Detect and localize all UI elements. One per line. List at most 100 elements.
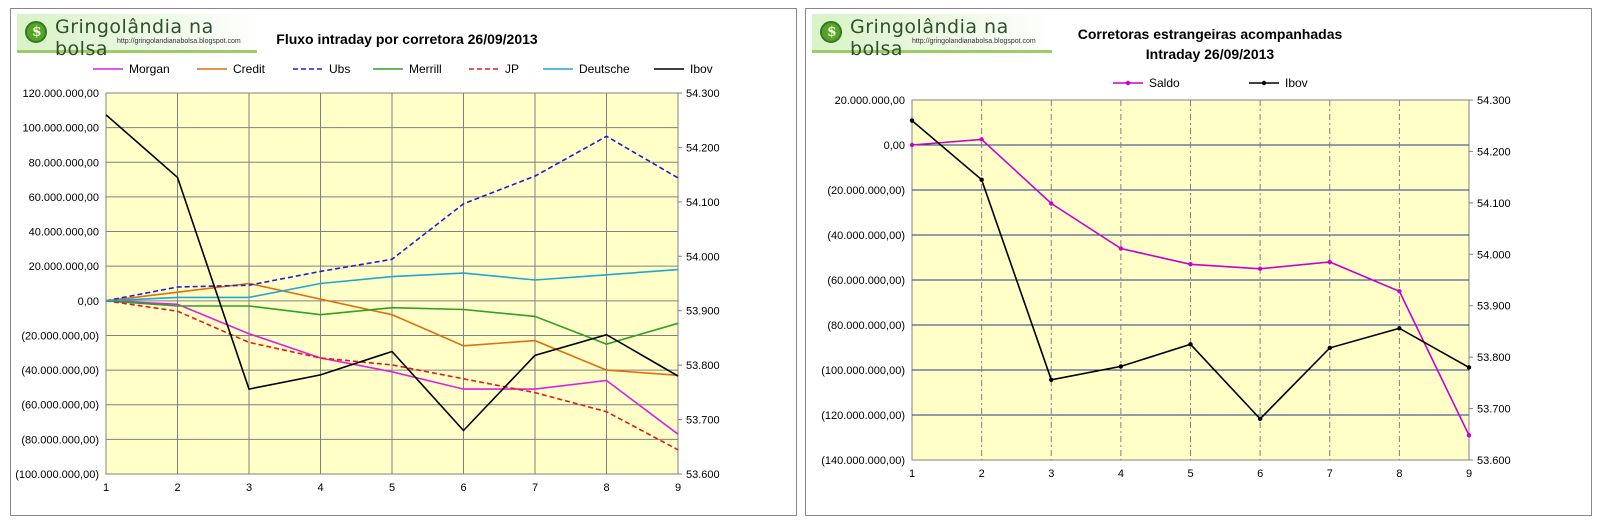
x-tick-label: 1: [909, 468, 915, 480]
logo-title: Gringolândia na bolsa: [850, 16, 1009, 60]
y-tick-label: 0,00: [884, 140, 905, 152]
logo: Gringolândia na bolsa http://gringolandi…: [17, 14, 257, 60]
data-point-saldo: [909, 142, 915, 148]
x-tick-label: 1: [103, 482, 109, 494]
logo-title: Gringolândia na bolsa: [55, 16, 214, 60]
legend-marker: [1125, 80, 1131, 86]
data-point-saldo: [1049, 201, 1054, 206]
y-tick-label: (80.000.000,00): [827, 320, 905, 332]
chart-subtitle: Intraday 26/09/2013: [1145, 46, 1275, 62]
x-tick-label: 7: [1327, 468, 1333, 480]
chart-panel-left: Gringolândia na bolsa http://gringolandi…: [10, 8, 797, 516]
chart-panel-right: Gringolândia na bolsa http://gringolandi…: [805, 8, 1592, 516]
legend-label-jp: JP: [505, 62, 519, 76]
series-line-morgan: [105, 300, 679, 435]
series-line-merrill: [105, 300, 679, 345]
y-tick-label: 120.000.000,00: [23, 88, 99, 100]
x-tick-label: 3: [1048, 468, 1054, 480]
y-tick-label: (40.000.000,00): [21, 365, 99, 377]
x-tick-label: 5: [389, 482, 395, 494]
y2-tick-label: 53.700: [1477, 404, 1511, 416]
data-point-saldo: [1466, 433, 1472, 438]
coin-icon: [820, 21, 842, 43]
data-point-ibov: [909, 118, 915, 123]
x-tick-label: 6: [460, 482, 466, 494]
series-line-jp: [105, 300, 679, 451]
legend-label-ibov: Ibov: [690, 62, 713, 76]
y-tick-label: 20.000.000,00: [835, 95, 905, 107]
y2-tick-label: 54.000: [686, 251, 720, 263]
data-point-ibov: [1466, 365, 1472, 370]
y-tick-label: (80.000.000,00): [21, 434, 99, 446]
legend-label-credit: Credit: [233, 62, 266, 76]
x-tick-label: 7: [532, 482, 538, 494]
legend-marker: [1261, 80, 1267, 86]
x-tick-label: 9: [675, 482, 681, 494]
y-tick-label: 20.000.000,00: [29, 261, 99, 273]
logo-banner: [812, 14, 1052, 53]
series-line-ibov: [105, 114, 679, 432]
y2-tick-label: 53.600: [1477, 455, 1511, 467]
x-tick-label: 4: [317, 482, 323, 494]
logo-url: http://gringolandianabolsa.blogspot.com: [117, 38, 241, 45]
data-point-saldo: [1188, 262, 1193, 267]
legend-label-saldo: Saldo: [1149, 76, 1180, 90]
y2-tick-label: 54.300: [686, 88, 720, 100]
series-line-credit: [105, 282, 679, 377]
legend-label-deutsche: Deutsche: [579, 62, 630, 76]
legend-label-ibov: Ibov: [1285, 76, 1308, 90]
legend-label-merrill: Merrill: [409, 62, 442, 76]
x-tick-label: 3: [246, 482, 252, 494]
x-tick-label: 5: [1187, 468, 1193, 480]
y2-tick-label: 53.800: [1477, 352, 1511, 364]
data-point-saldo: [1397, 289, 1402, 294]
logo-url: http://gringolandianabolsa.blogspot.com: [912, 38, 1036, 45]
y2-tick-label: 54.300: [1477, 95, 1511, 107]
y2-tick-label: 54.200: [686, 142, 720, 154]
legend-label-ubs: Ubs: [329, 62, 350, 76]
series-line-ubs: [105, 135, 679, 302]
data-point-ibov: [1397, 326, 1402, 331]
y-tick-label: (140.000.000,00): [821, 455, 905, 467]
y-tick-label: 80.000.000,00: [29, 157, 99, 169]
y-tick-label: (20.000.000,00): [827, 185, 905, 197]
legend-label-morgan: Morgan: [129, 62, 170, 76]
logo-banner: [17, 14, 257, 53]
y-tick-label: (120.000.000,00): [821, 410, 905, 422]
data-point-saldo: [1257, 266, 1263, 271]
logo: Gringolândia na bolsa http://gringolandi…: [812, 14, 1052, 60]
data-point-ibov: [1118, 364, 1124, 369]
chart-title: Corretoras estrangeiras acompanhadas: [1077, 26, 1343, 42]
y-tick-label: (40.000.000,00): [827, 230, 905, 242]
x-tick-label: 8: [603, 482, 609, 494]
chart-left: 120.000.000,00100.000.000,0080.000.000,0…: [15, 62, 720, 494]
data-point-saldo: [1118, 246, 1124, 251]
y2-tick-label: 54.000: [1477, 249, 1511, 261]
y2-tick-label: 53.600: [686, 469, 720, 481]
series-line-deutsche: [105, 268, 679, 302]
y2-tick-label: 54.200: [1477, 146, 1511, 158]
coin-icon: [25, 21, 47, 43]
data-point-ibov: [1257, 416, 1263, 422]
data-point-ibov: [1049, 377, 1054, 382]
y-tick-label: (100.000.000,00): [821, 365, 905, 377]
x-tick-label: 6: [1257, 468, 1263, 480]
y-tick-label: (20.000.000,00): [21, 330, 99, 342]
y2-tick-label: 53.900: [1477, 301, 1511, 313]
data-point-ibov: [1188, 342, 1193, 347]
y2-tick-label: 53.800: [686, 360, 720, 372]
x-tick-label: 9: [1466, 468, 1472, 480]
y2-tick-label: 54.100: [686, 197, 720, 209]
chart-right: 20.000.000,00 0,00 (20.000.000,00) (40.000.…: [821, 76, 1511, 480]
x-tick-label: 2: [979, 468, 985, 480]
y-tick-label: 0,00: [78, 296, 99, 308]
y-tick-label: 60.000.000,00: [29, 192, 99, 204]
y2-tick-label: 53.700: [686, 415, 720, 427]
y-tick-label: (60.000.000,00): [827, 275, 905, 287]
y-tick-label: (100.000.000,00): [15, 469, 99, 481]
y2-tick-label: 54.100: [1477, 198, 1511, 210]
chart-title: Fluxo intraday por corretora 26/09/2013: [276, 31, 538, 47]
y-tick-label: 40.000.000,00: [29, 227, 99, 239]
y2-tick-label: 53.900: [686, 306, 720, 318]
x-tick-label: 4: [1118, 468, 1124, 480]
